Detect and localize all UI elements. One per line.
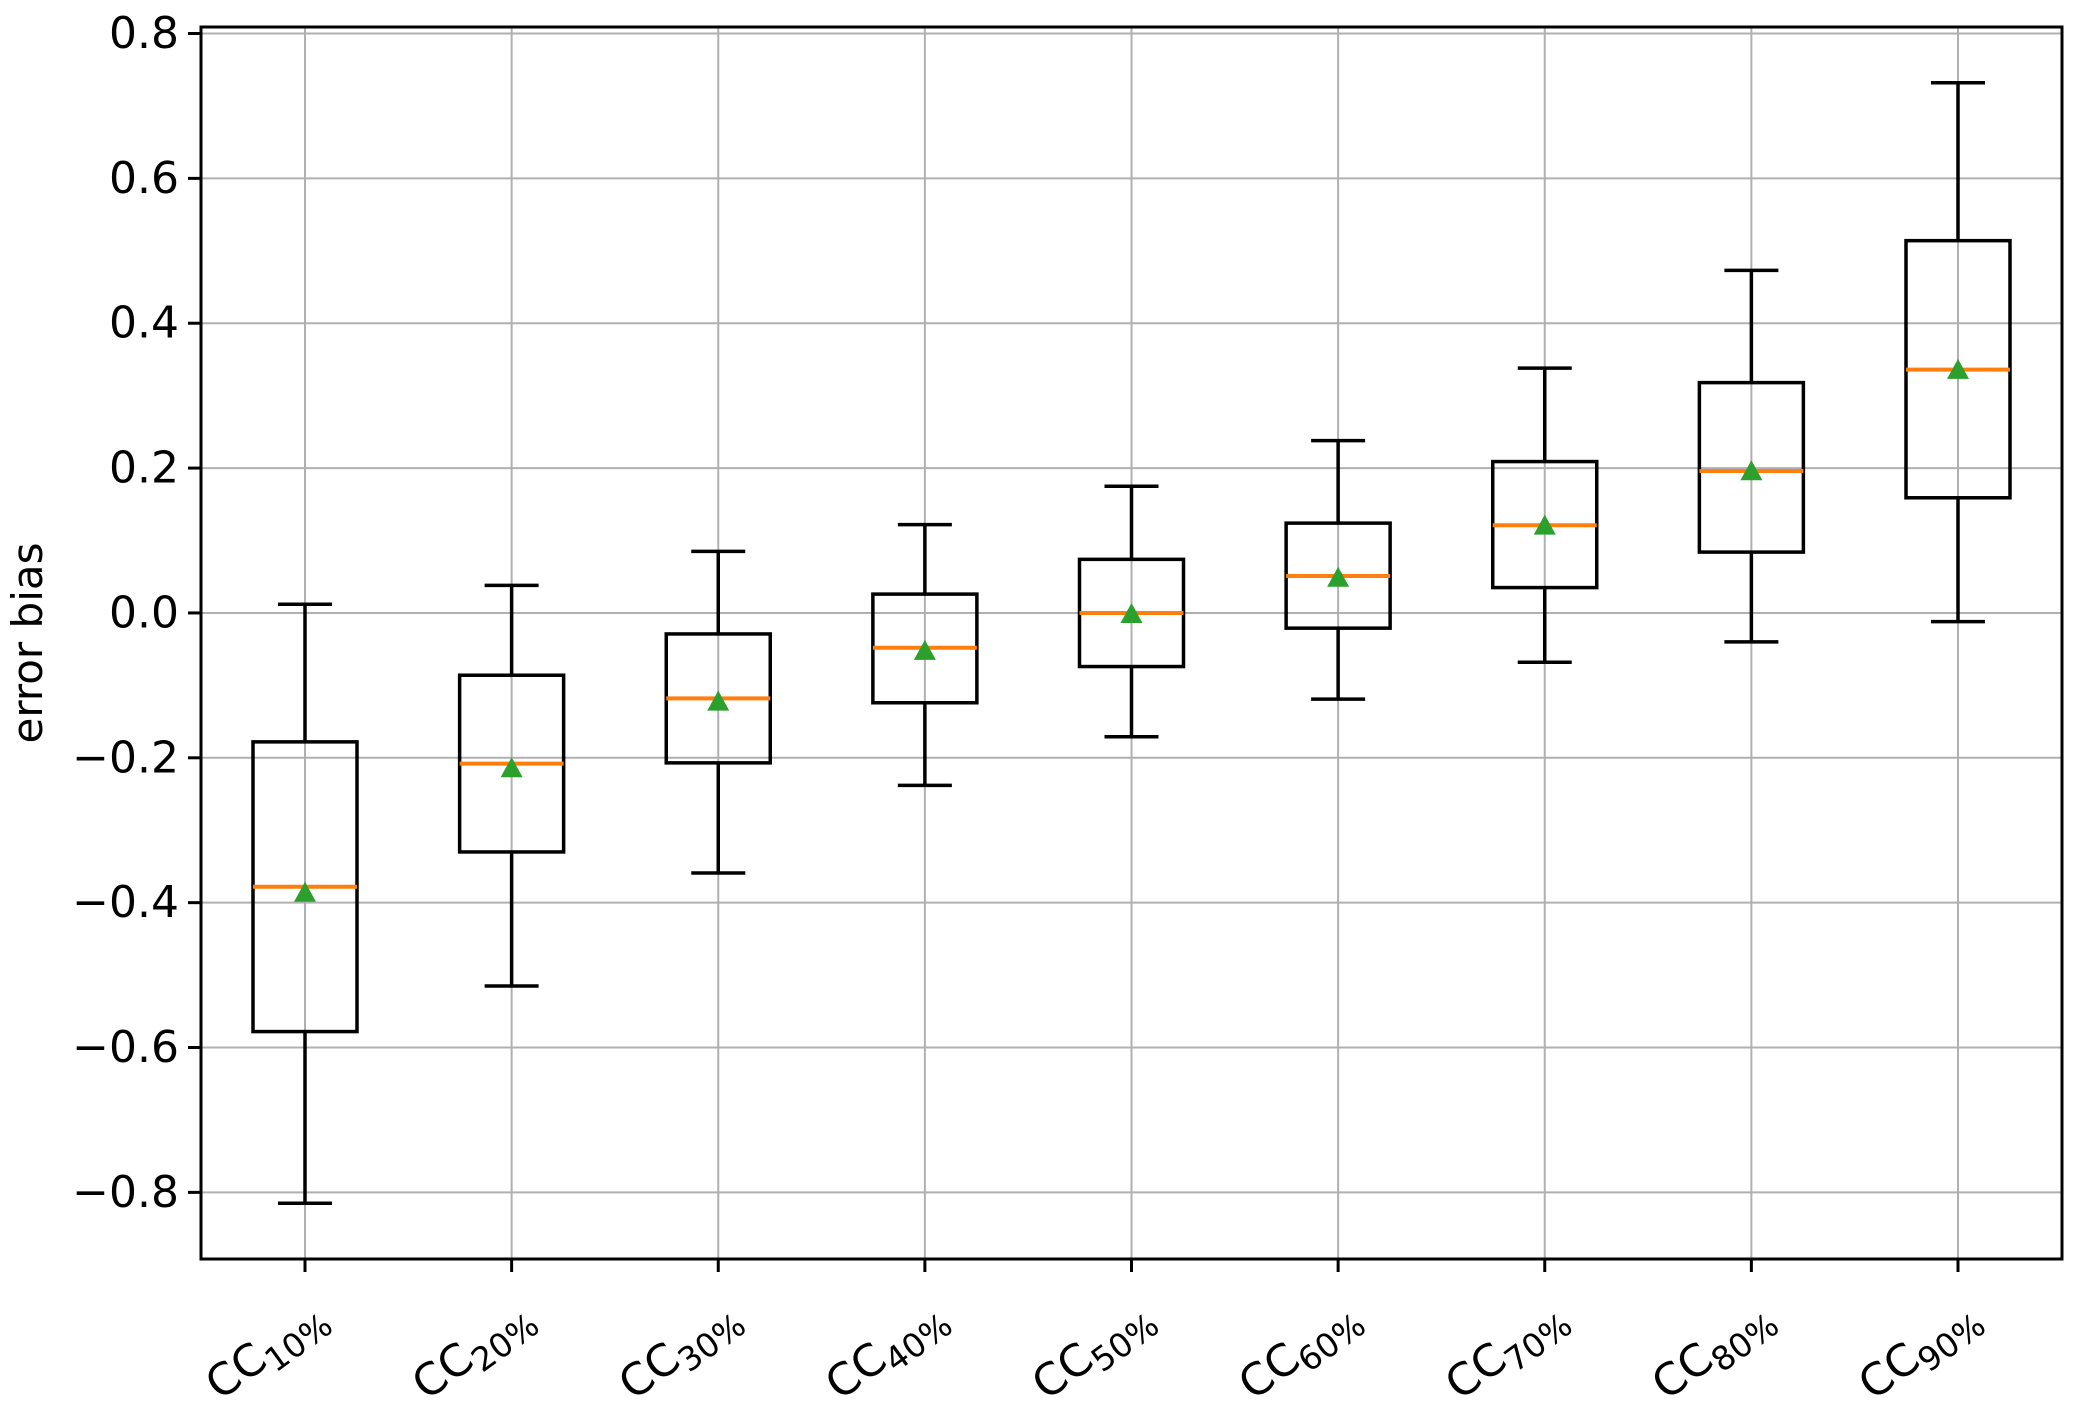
box-group-cc60 xyxy=(1284,438,1392,701)
mean-marker xyxy=(1327,566,1350,587)
mean-marker xyxy=(913,639,936,660)
box-group-cc80 xyxy=(1697,268,1806,644)
y-tick-label: 0.4 xyxy=(109,298,179,349)
y-tick-label: −0.4 xyxy=(72,877,179,928)
x-tick-label: CC60% xyxy=(1230,1290,1373,1416)
iqr-box xyxy=(1697,380,1806,554)
x-tick-label: CC20% xyxy=(403,1290,546,1416)
mean-marker xyxy=(1947,358,1969,379)
y-axis-label: error bias xyxy=(3,543,52,744)
y-tick-label: −0.6 xyxy=(72,1022,179,1073)
y-tick-label: 0.2 xyxy=(109,443,179,494)
x-tick-label: CC30% xyxy=(610,1290,753,1416)
x-tick-label: CC70% xyxy=(1436,1290,1579,1416)
mean-marker xyxy=(1740,460,1763,481)
y-tick-label: −0.2 xyxy=(72,732,179,783)
box-group-cc10 xyxy=(251,602,359,1205)
x-tick-label: CC50% xyxy=(1023,1290,1166,1416)
grid-layer xyxy=(201,27,2062,1259)
box-layer xyxy=(251,81,2012,1205)
box-group-cc20 xyxy=(457,583,566,988)
y-tick-label: −0.8 xyxy=(72,1167,179,1218)
box-group-cc30 xyxy=(664,549,772,875)
y-tick-label: 0.8 xyxy=(109,8,179,59)
x-tick-label: CC40% xyxy=(816,1290,959,1416)
x-tick-label: CC80% xyxy=(1643,1290,1786,1416)
mean-marker xyxy=(500,757,523,778)
tick-label-layer: 0.8 0.6 0.4 0.2 0.0 −0.2 −0.4 −0.6 −0.8 CC10% CC20… xyxy=(72,8,1992,1416)
mean-marker xyxy=(1120,602,1143,623)
x-tick-label: CC10% xyxy=(196,1290,339,1416)
box-group-cc40 xyxy=(871,522,979,788)
box-group-cc70 xyxy=(1491,366,1599,664)
y-tick-label: 0.0 xyxy=(109,587,179,638)
x-tick-label: CC90% xyxy=(1849,1290,1992,1416)
box-group-cc90 xyxy=(1904,81,2012,624)
y-tick-label: 0.6 xyxy=(109,153,179,204)
box-group-cc50 xyxy=(1077,484,1186,739)
mean-marker xyxy=(707,690,730,711)
axes-layer xyxy=(188,25,2064,1272)
mean-marker xyxy=(294,881,316,902)
mean-marker xyxy=(1533,514,1556,535)
